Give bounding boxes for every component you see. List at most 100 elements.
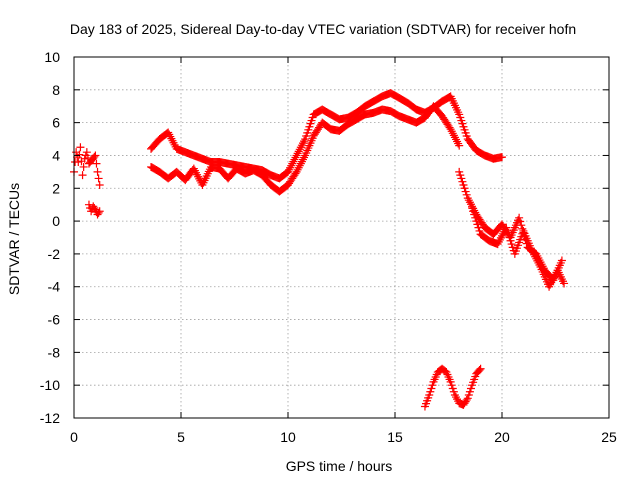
data-point-marker (547, 278, 556, 287)
data-point-marker (454, 139, 463, 148)
data-point-marker (296, 159, 305, 168)
data-point-marker (471, 213, 480, 222)
data-point-marker (451, 393, 460, 402)
data-point-marker (300, 153, 309, 162)
data-point-marker (529, 248, 538, 257)
y-tick-label: 10 (44, 49, 60, 65)
data-point-marker (194, 172, 203, 181)
x-tick-label: 15 (387, 429, 403, 445)
data-point-marker (287, 161, 296, 170)
data-point-marker (464, 391, 473, 400)
data-point-marker (461, 187, 470, 196)
x-tick-label: 0 (70, 429, 78, 445)
data-point-marker (291, 153, 300, 162)
data-point-marker (456, 171, 465, 180)
data-point-marker (453, 395, 462, 404)
data-point-marker (506, 236, 515, 245)
data-point-marker (189, 164, 198, 173)
data-point-marker (530, 250, 539, 259)
data-point-marker (470, 210, 479, 219)
data-point-marker (428, 381, 437, 390)
data-point-marker (447, 381, 456, 390)
data-point-marker (94, 174, 103, 183)
data-point-marker (166, 132, 175, 141)
data-point-marker (84, 200, 93, 209)
y-tick-label: -12 (40, 410, 60, 426)
data-point-marker (190, 166, 199, 175)
x-axis-label: GPS time / hours (286, 458, 393, 474)
data-point-marker (448, 129, 457, 138)
data-point-marker (463, 194, 472, 203)
data-point-marker (285, 165, 294, 174)
data-point-marker (502, 223, 511, 232)
data-point-marker (498, 231, 506, 240)
data-point-marker (292, 151, 301, 160)
data-point-marker (458, 177, 467, 186)
data-point-marker (289, 157, 298, 166)
data-point-marker (90, 203, 99, 212)
x-tick-label: 20 (494, 429, 510, 445)
data-point-marker (546, 280, 555, 289)
data-point-marker (449, 387, 458, 396)
y-tick-label: 6 (52, 115, 60, 131)
data-point-marker (284, 167, 292, 176)
data-point-marker (426, 387, 435, 396)
y-tick-label: -8 (48, 344, 61, 360)
data-point-marker (300, 137, 309, 146)
data-point-marker (533, 256, 542, 265)
data-point-marker (288, 159, 297, 168)
data-point-marker (94, 208, 103, 217)
data-point-marker (76, 143, 85, 152)
data-marks (70, 89, 569, 411)
y-tick-label: 8 (52, 82, 60, 98)
data-point-marker (295, 145, 304, 154)
data-point-marker (548, 276, 557, 285)
data-point-marker (292, 167, 301, 176)
data-point-marker (545, 282, 554, 291)
data-point-marker (451, 135, 460, 144)
x-tick-label: 25 (601, 429, 617, 445)
data-point-marker (473, 220, 482, 229)
data-point-marker (446, 125, 455, 134)
data-point-marker (164, 128, 173, 137)
data-point-marker (425, 391, 434, 400)
data-point-marker (286, 163, 295, 172)
data-point-marker (476, 364, 485, 373)
data-point-marker (447, 127, 456, 136)
data-point-marker (460, 184, 469, 193)
data-point-marker (527, 246, 536, 255)
data-point-marker (75, 150, 84, 159)
data-point-marker (474, 223, 483, 232)
data-point-marker (93, 167, 102, 176)
data-point-marker (535, 260, 544, 269)
y-tick-label: -10 (40, 377, 60, 393)
data-point-marker (517, 221, 526, 230)
data-point-marker (298, 155, 307, 164)
data-point-marker (459, 180, 468, 189)
data-point-marker (165, 130, 174, 139)
data-point-marker (504, 230, 513, 239)
data-point-marker (463, 394, 472, 403)
data-point-marker (449, 131, 458, 140)
data-point-marker (446, 377, 455, 386)
data-point-marker (91, 151, 100, 160)
y-tick-label: -2 (48, 246, 61, 262)
data-point-marker (294, 147, 303, 156)
plot-frame (73, 56, 610, 419)
data-point-marker (531, 252, 540, 261)
data-point-marker (496, 233, 505, 242)
data-point-marker (427, 384, 436, 393)
data-point-marker (515, 213, 524, 222)
data-point-marker (195, 174, 204, 183)
data-point-marker (534, 258, 543, 267)
data-point-marker (466, 384, 475, 393)
data-point-marker (297, 157, 306, 166)
data-point-marker (468, 203, 477, 212)
data-point-marker (293, 149, 302, 158)
data-point-marker (296, 143, 305, 152)
data-point-marker (82, 148, 91, 157)
data-point-marker (79, 162, 88, 171)
data-point-marker (560, 279, 569, 288)
y-tick-label: -6 (48, 312, 61, 328)
